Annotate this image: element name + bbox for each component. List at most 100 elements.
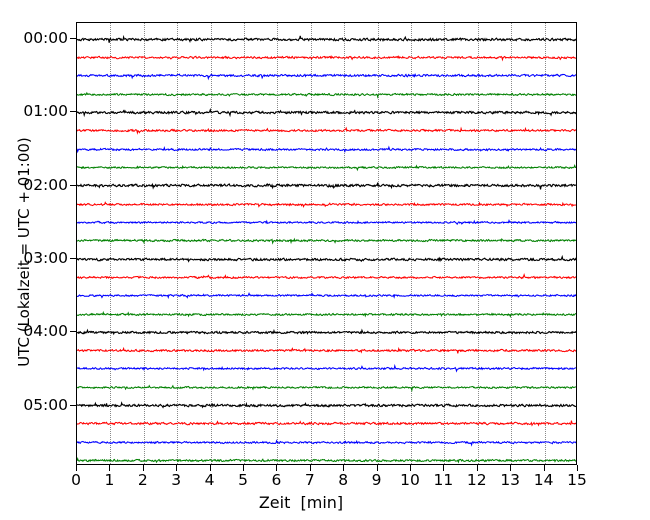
seismogram-trace [77,180,576,191]
grid-line [277,23,279,464]
y-axis-tick [70,184,77,186]
grid-line [244,23,245,464]
x-axis-tick [376,465,378,471]
trace-path-svg [77,254,576,265]
seismogram-trace [77,309,576,320]
trace-path-svg [77,290,576,301]
trace-path-svg [77,455,576,465]
y-axis-tick-label: 04:00 [23,322,68,341]
trace-path-svg [77,309,576,320]
seismogram-trace [77,345,576,356]
x-axis-tick [543,465,545,471]
seismogram-trace [77,327,576,338]
grid-line [444,23,446,464]
seismogram-trace [77,272,576,283]
trace-path-svg [77,363,576,374]
trace-path-svg [77,217,576,228]
trace-path-svg [77,418,576,429]
x-axis-tick-label: 9 [371,471,382,489]
x-axis-tick [142,465,144,471]
trace-path-svg [77,125,576,136]
x-axis-tick-label: 13 [500,471,521,489]
seismogram-trace [77,382,576,393]
x-axis-tick [76,465,77,471]
trace-path-svg [77,70,576,81]
seismogram-trace [77,455,576,465]
x-axis-tick-label: 14 [533,471,554,489]
x-axis-tick [343,465,345,471]
seismogram-trace [77,254,576,265]
trace-path-svg [77,437,576,448]
seismogram-trace [77,199,576,210]
x-axis-tick [476,465,478,471]
y-axis-tick-label: 00:00 [23,29,68,48]
seismogram-trace [77,363,576,374]
y-axis-tick-label: 01:00 [23,102,68,121]
trace-path-svg [77,162,576,173]
y-axis-tick-label: 02:00 [23,175,68,194]
trace-path-svg [77,89,576,100]
y-axis-tick [70,111,77,113]
trace-path-svg [77,144,576,155]
y-axis-tick [70,38,77,40]
seismogram-trace [77,217,576,228]
x-axis-tick [577,465,578,471]
x-axis-tick-label: 10 [400,471,420,489]
trace-path-svg [77,235,576,246]
x-axis-tick [209,465,211,471]
grid-line [210,23,212,464]
x-axis-tick-label: 5 [238,471,248,489]
grid-line [310,23,312,464]
x-axis-tick-label: 7 [304,471,315,489]
x-axis-tick [109,465,111,471]
seismogram-trace [77,144,576,155]
trace-container [77,23,576,464]
x-axis-tick-label: 0 [71,471,81,489]
x-axis-title-text: Zeit [min] [258,493,344,512]
seismogram-trace [77,52,576,63]
seismogram-trace [77,34,576,45]
x-axis-tick [309,465,311,471]
x-axis-tick-label: 8 [338,471,349,489]
grid-line [177,23,179,464]
trace-path-svg [77,199,576,210]
y-axis-tick-labels: 00:00 01:00 02:00 03:00 04:00 05:00 [0,0,76,520]
x-axis-ticks [76,465,578,475]
trace-path-svg [77,107,576,118]
x-axis-tick [443,465,445,471]
x-axis-tick [410,465,411,471]
trace-path-svg [77,400,576,411]
x-axis-tick-labels: 0 1 2 3 4 5 6 7 8 9 10 11 12 13 14 15 [0,471,650,497]
seismogram-trace [77,400,576,411]
x-axis-tick-label: 15 [567,471,587,489]
seismogram-trace [77,125,576,136]
grid-lines [77,23,576,464]
trace-path-svg [77,34,576,45]
trace-path-svg [77,52,576,63]
y-axis-tick [70,258,77,260]
x-axis-title: Zeit [min] [0,493,650,512]
x-axis-tick-label: 3 [171,471,182,489]
trace-path-svg [77,272,576,283]
grid-line [477,23,479,464]
grid-line [344,23,346,464]
seismogram-trace [77,162,576,173]
y-axis-tick-label: 05:00 [23,395,68,414]
seismogram-trace [77,70,576,81]
seismogram-trace [77,107,576,118]
seismogram-trace [77,89,576,100]
y-axis-tick [70,404,77,406]
y-axis-tick-label: 03:00 [23,249,68,268]
trace-path-svg [77,180,576,191]
grid-line [511,23,513,464]
x-axis-tick-label: 4 [204,471,215,489]
x-axis-tick-label: 6 [271,471,282,489]
grid-line [377,23,379,464]
x-axis-tick [243,465,244,471]
grid-line [411,23,412,464]
x-axis-tick-label: 12 [466,471,487,489]
trace-path-svg [77,327,576,338]
x-axis-tick [276,465,278,471]
grid-line [544,23,546,464]
